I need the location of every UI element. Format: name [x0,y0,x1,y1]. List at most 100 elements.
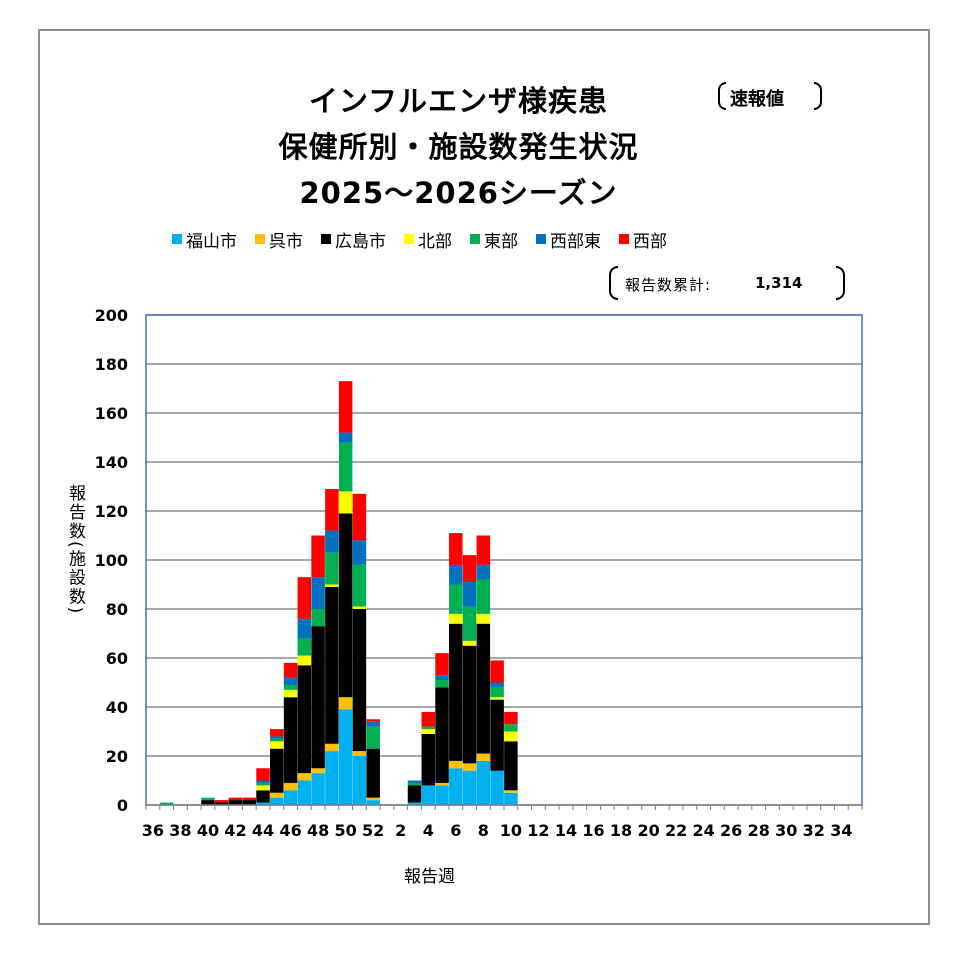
bar-segment [283,697,298,783]
bar-segment [297,638,312,656]
legend-label: 広島市 [335,231,386,252]
bar-segment [311,773,325,805]
legend-label: 福山市 [186,231,237,252]
chart-title-line-3: 2025～2026シーズン [299,176,618,210]
legend-item: 福山市 [172,228,237,252]
bar-segment [297,665,312,774]
x-tick-label: 18 [610,821,632,840]
bar-segment [490,660,504,683]
x-tick-label: 48 [307,821,329,840]
bar-segment [325,530,339,553]
bar-segment [462,640,477,646]
x-tick-label: 14 [555,821,577,840]
bar-segment [352,751,367,756]
x-tick-label: 40 [197,821,219,840]
x-tick-label: 22 [665,821,687,840]
chart-title-line-2: 保健所別・施設数発生状況 [278,130,639,164]
bar-segment [421,711,436,727]
x-tick-label: 26 [720,821,742,840]
x-tick-label: 38 [169,821,191,840]
bar-segment [352,606,367,609]
x-tick-label: 24 [693,821,715,840]
bar-segment [297,780,312,805]
bar-segment [449,564,463,585]
y-tick-label: 0 [117,796,128,815]
bar-segment [407,782,422,786]
bar-segment [325,743,339,752]
x-tick-label: 16 [582,821,604,840]
bar-segment [490,770,504,805]
bar-segment [338,432,353,443]
bar-segment [256,785,270,791]
bar-segment [325,586,339,744]
y-tick-label: 120 [95,502,128,521]
total-label: 報告数累計: [625,276,712,294]
bar-segment [311,768,325,774]
bar-segment [338,442,353,492]
bar-segment [476,623,491,754]
legend-swatch [404,234,414,244]
bar-segment [256,780,270,783]
bar-segment [449,760,463,769]
bar-segment [297,577,312,619]
bar-segment [283,684,298,690]
bar-segment [214,800,229,803]
bar-segment [352,540,367,565]
bar-segment [297,618,312,639]
y-tick-label: 60 [106,649,128,668]
bar-segment [311,626,325,769]
bar-segment [407,802,422,805]
x-tick-label: 12 [527,821,549,840]
bar-segment [352,564,367,607]
y-tick-label: 80 [106,600,128,619]
x-tick-label: 4 [423,821,434,840]
legend-label: 西部 [633,231,667,252]
bar-segment [435,675,449,681]
x-tick-label: 6 [450,821,461,840]
bar-segment [490,699,504,771]
bar-segment [228,797,243,801]
bar-segment [338,381,353,433]
bar-segment [338,513,353,698]
bar-segment [270,729,284,737]
bar-segment [283,662,298,678]
bar-segment [476,535,491,565]
bar-segment [214,802,229,805]
bar-segment [476,753,491,761]
total-bracket-left [609,266,618,300]
bar-segment [435,785,449,805]
legend-item: 東部 [470,228,518,252]
bar-segment [159,802,174,805]
legend-item: 西部東 [536,228,601,252]
bar-segment [462,555,477,583]
x-tick-label: 2 [395,821,406,840]
bar-segment [476,613,491,624]
bar-segment [283,689,298,698]
bar-segment [504,711,518,725]
bar-segment [311,535,325,578]
bar-segment [228,800,243,805]
bar-segment [435,687,449,783]
bar-segment [325,552,339,585]
bar-segment [449,623,463,761]
bar-segment [504,741,518,791]
x-tick-label: 20 [637,821,659,840]
x-tick-label: 46 [279,821,301,840]
bar-segment [256,782,270,786]
bar-segment [270,736,284,739]
bar-segment [421,733,436,786]
y-tick-label: 100 [95,551,128,570]
bar-segment [325,488,339,531]
bar-segment [476,579,491,614]
x-tick-label: 44 [252,821,274,840]
y-axis-label: 報告数(施設数) [65,484,85,616]
bar-segment [283,677,298,685]
y-tick-label: 180 [95,355,128,374]
bar-segment [366,800,380,805]
bar-segment [201,797,215,801]
legend-label: 東部 [484,231,518,252]
bar-segment [338,697,353,710]
bar-segment [325,751,339,805]
y-tick-label: 200 [95,306,128,325]
x-tick-label: 52 [362,821,384,840]
